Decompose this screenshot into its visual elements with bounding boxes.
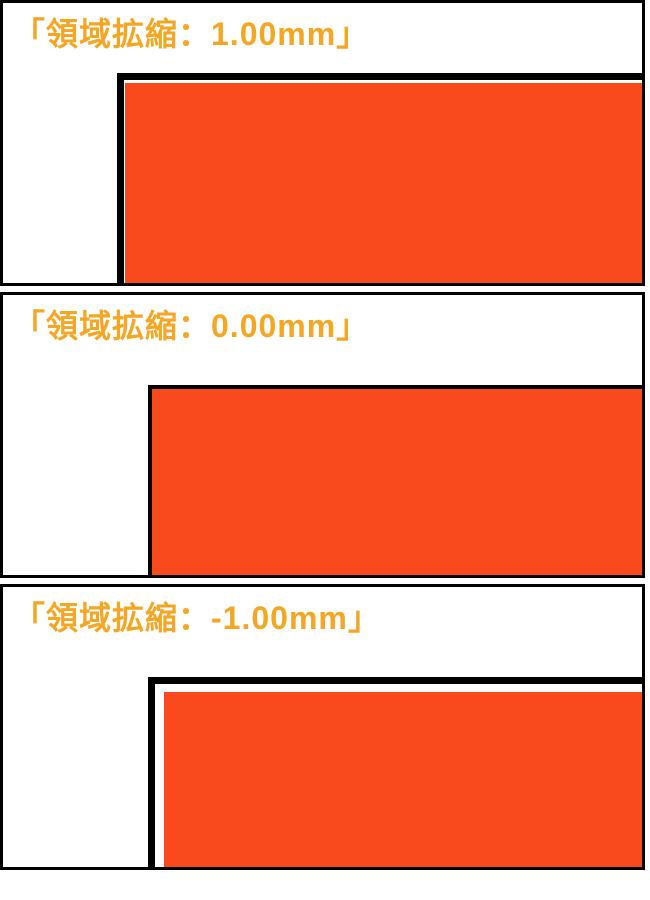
region-fill [152, 389, 642, 575]
region-fill [164, 692, 642, 867]
panel-label-positive: 「領域拡縮：1.00mm」 [13, 9, 369, 55]
panel-label-negative: 「領域拡縮：-1.00mm」 [13, 593, 381, 639]
region-fill [125, 83, 645, 286]
panel-expand-negative: 「領域拡縮：-1.00mm」 [0, 584, 645, 870]
panel-stack: 「領域拡縮：1.00mm」 「領域拡縮：0.00mm」 「領域拡縮：-1.00m… [0, 0, 645, 876]
panel-expand-positive: 「領域拡縮：1.00mm」 [0, 0, 645, 286]
panel-expand-zero: 「領域拡縮：0.00mm」 [0, 292, 645, 578]
panel-label-zero: 「領域拡縮：0.00mm」 [13, 301, 369, 347]
